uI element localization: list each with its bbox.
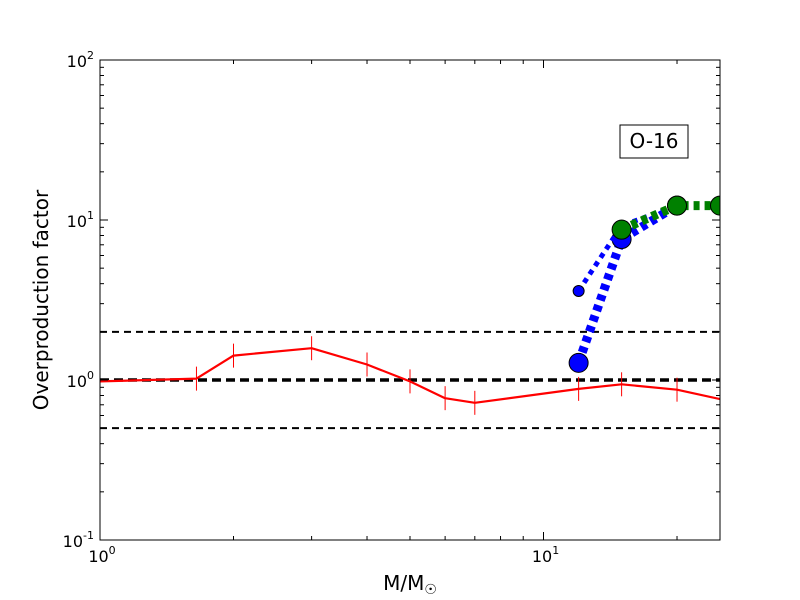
annotation-label: O-16 bbox=[630, 129, 679, 153]
y-tick-label-exp-1: 0 bbox=[87, 369, 94, 382]
x-tick-label-base-1: 10 bbox=[532, 547, 552, 566]
series-3-marker-1 bbox=[667, 195, 688, 216]
series-1-marker-0 bbox=[568, 352, 589, 373]
y-tick-label-exp-2: 1 bbox=[87, 209, 94, 222]
annotation-box: O-16 bbox=[619, 124, 689, 159]
x-tick-label-base-0: 10 bbox=[88, 547, 108, 566]
series-3-marker-0 bbox=[611, 219, 632, 240]
series-0 bbox=[100, 336, 720, 415]
series-0-line bbox=[100, 347, 720, 404]
x-axis-label-sub: ☉ bbox=[424, 582, 437, 598]
x-tick-label-0: 100 bbox=[88, 544, 115, 566]
x-tick-label-exp-0: 0 bbox=[109, 544, 116, 557]
x-axis-label-main: M/M bbox=[383, 571, 424, 595]
x-tick-label-1: 101 bbox=[532, 544, 559, 566]
y-tick-label-1: 100 bbox=[67, 369, 94, 391]
x-axis-label: M/M☉ bbox=[383, 571, 437, 598]
plot-background bbox=[100, 60, 720, 540]
series-layer bbox=[100, 195, 720, 415]
y-tick-label-3: 102 bbox=[67, 49, 94, 71]
y-tick-label-base-3: 10 bbox=[67, 52, 87, 71]
series-3-marker-2 bbox=[710, 195, 720, 216]
y-tick-label-0: 10-1 bbox=[63, 529, 94, 551]
y-axis-label: Overproduction factor bbox=[29, 189, 53, 410]
x-tick-label-exp-1: 1 bbox=[552, 544, 559, 557]
y-tick-label-base-1: 10 bbox=[67, 372, 87, 391]
y-tick-label-base-2: 10 bbox=[67, 212, 87, 231]
y-tick-label-base-0: 10 bbox=[63, 532, 83, 551]
series-3 bbox=[611, 195, 720, 240]
annotation-frame bbox=[619, 124, 689, 159]
y-tick-label-exp-0: -1 bbox=[83, 529, 94, 542]
series-2-marker-0 bbox=[572, 284, 585, 297]
y-tick-label-2: 101 bbox=[67, 209, 94, 231]
y-tick-label-exp-3: 2 bbox=[87, 49, 94, 62]
